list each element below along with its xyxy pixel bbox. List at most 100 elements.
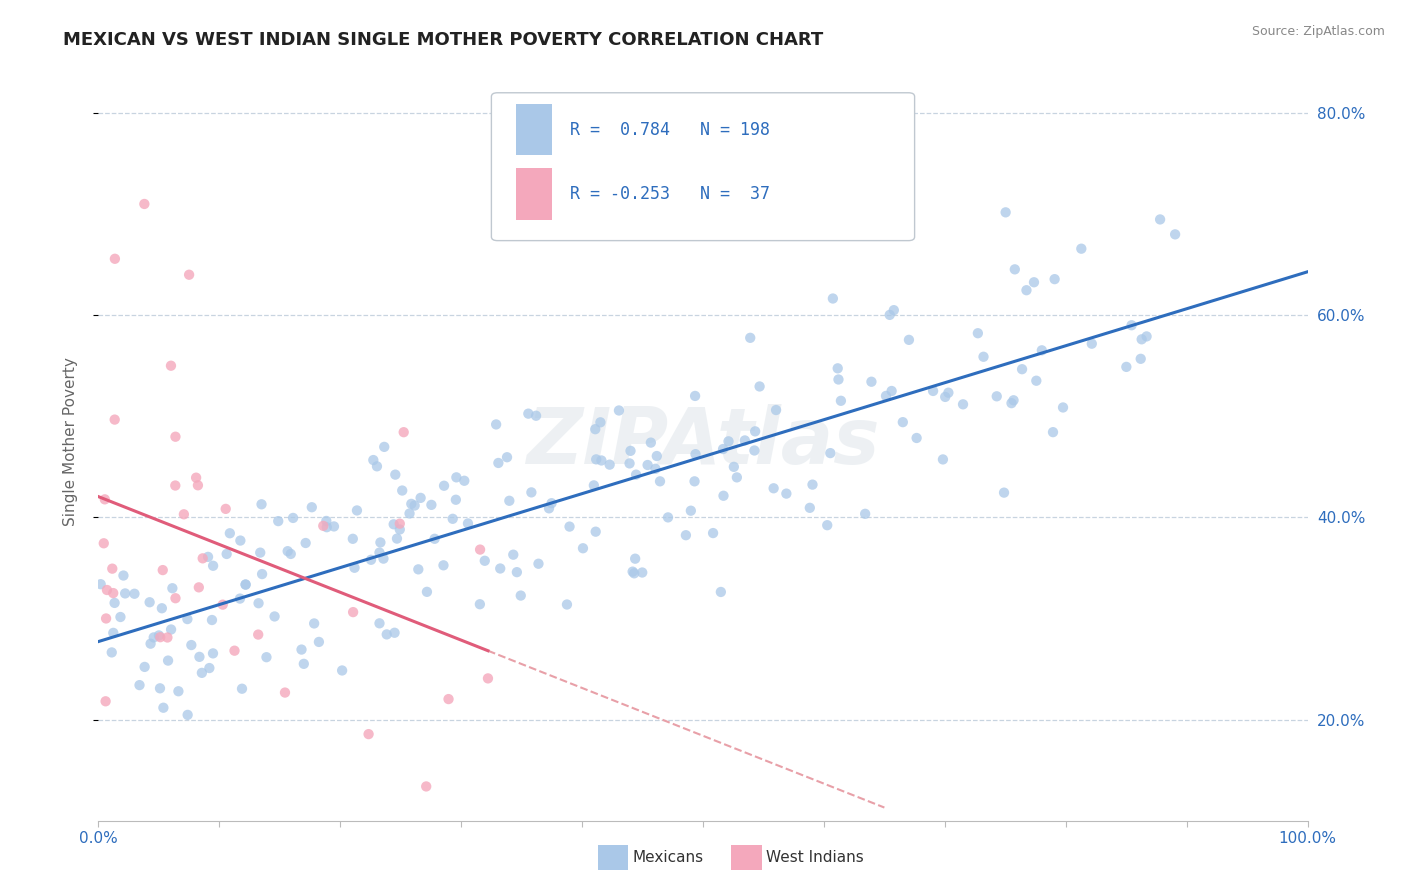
Point: [134, 197, 156, 211]
Point: [922, 384, 945, 398]
Point: [247, 596, 270, 610]
Point: [619, 443, 641, 458]
Point: [384, 467, 406, 482]
Point: [150, 601, 173, 615]
Point: [231, 681, 253, 696]
Point: [506, 565, 529, 579]
Point: [1004, 262, 1026, 277]
Point: [388, 516, 411, 531]
Point: [366, 459, 388, 474]
Point: [702, 526, 724, 541]
Point: [96, 582, 118, 597]
Point: [1149, 212, 1171, 227]
Point: [124, 587, 146, 601]
Point: [165, 478, 187, 492]
Point: [744, 443, 766, 458]
Point: [1121, 318, 1143, 333]
Point: [360, 553, 382, 567]
Point: [468, 542, 491, 557]
Point: [675, 528, 697, 542]
Point: [112, 568, 135, 582]
Point: [905, 431, 928, 445]
Point: [1042, 425, 1064, 439]
Point: [558, 519, 581, 533]
Point: [294, 536, 316, 550]
Point: [357, 727, 380, 741]
Point: [157, 654, 180, 668]
Point: [820, 446, 842, 460]
Point: [762, 481, 785, 495]
Point: [408, 562, 430, 576]
Point: [685, 447, 707, 461]
Point: [139, 637, 162, 651]
Point: [416, 585, 439, 599]
Point: [94, 492, 117, 507]
Point: [191, 665, 214, 680]
Point: [94, 611, 117, 625]
Text: Source: ZipAtlas.com: Source: ZipAtlas.com: [1251, 25, 1385, 38]
Point: [301, 500, 323, 515]
Point: [645, 449, 668, 463]
Point: [815, 518, 838, 533]
Point: [827, 361, 849, 376]
Point: [167, 684, 190, 698]
Point: [290, 642, 312, 657]
Point: [509, 589, 531, 603]
Point: [281, 511, 304, 525]
Point: [477, 672, 499, 686]
Point: [734, 434, 756, 448]
Point: [631, 566, 654, 580]
Point: [373, 551, 395, 566]
Point: [382, 517, 405, 532]
Point: [277, 544, 299, 558]
Point: [713, 489, 735, 503]
Point: [1015, 283, 1038, 297]
Point: [215, 501, 238, 516]
Point: [683, 389, 706, 403]
Point: [1000, 396, 1022, 410]
Point: [879, 308, 901, 322]
Point: [966, 326, 988, 341]
Point: [621, 565, 644, 579]
Text: West Indians: West Indians: [766, 850, 865, 864]
Point: [134, 660, 156, 674]
Point: [420, 498, 443, 512]
Point: [827, 372, 849, 386]
Point: [128, 678, 150, 692]
Point: [1052, 401, 1074, 415]
Point: [441, 512, 464, 526]
Point: [423, 532, 446, 546]
Point: [1070, 242, 1092, 256]
Point: [679, 504, 702, 518]
Point: [104, 412, 127, 426]
Point: [589, 415, 612, 429]
Point: [883, 303, 905, 318]
Point: [952, 397, 974, 411]
Point: [256, 650, 278, 665]
Point: [1115, 359, 1137, 374]
Point: [415, 780, 437, 794]
Point: [1002, 393, 1025, 408]
Point: [853, 507, 876, 521]
Point: [640, 435, 662, 450]
Point: [235, 577, 257, 591]
Point: [94, 694, 117, 708]
Point: [235, 577, 257, 591]
Point: [453, 474, 475, 488]
Point: [176, 612, 198, 626]
Point: [520, 485, 543, 500]
Point: [274, 685, 297, 699]
Point: [485, 417, 508, 432]
Point: [582, 478, 605, 492]
Point: [173, 508, 195, 522]
Point: [187, 478, 209, 492]
Point: [555, 598, 578, 612]
Point: [165, 591, 187, 606]
Point: [1129, 351, 1152, 366]
Point: [524, 409, 547, 423]
Point: [897, 333, 920, 347]
Point: [648, 475, 671, 489]
Point: [392, 425, 415, 440]
Point: [973, 350, 995, 364]
Point: [198, 661, 221, 675]
